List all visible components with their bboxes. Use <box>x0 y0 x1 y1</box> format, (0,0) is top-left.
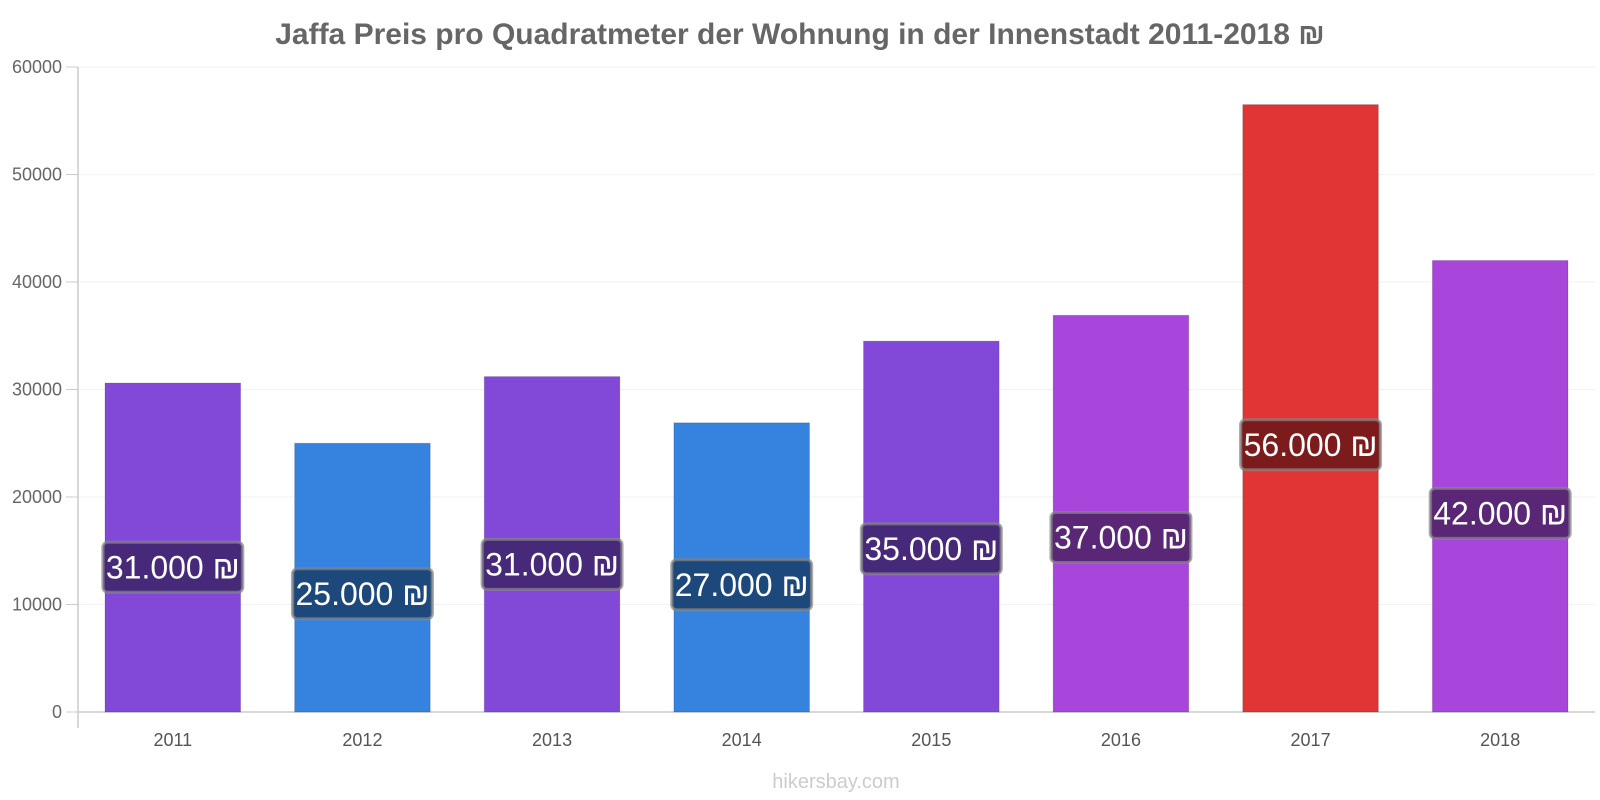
x-tick-label: 2012 <box>342 730 382 750</box>
data-label: 56.000 ₪ <box>1244 427 1378 463</box>
y-tick-label: 30000 <box>12 380 62 400</box>
y-tick-label: 10000 <box>12 595 62 615</box>
data-label-box <box>670 558 814 612</box>
y-tick-label: 20000 <box>12 487 62 507</box>
x-tick-label: 2015 <box>911 730 951 750</box>
y-axis-ticks: 0 10000 20000 30000 40000 50000 60000 <box>12 57 78 722</box>
y-tick-label: 50000 <box>12 165 62 185</box>
x-axis-ticks: 2011 2012 2013 2014 2015 2016 2017 2018 <box>153 730 1520 750</box>
x-tick-label: 2018 <box>1480 730 1520 750</box>
data-label-box <box>101 540 245 594</box>
x-tick-label: 2016 <box>1101 730 1141 750</box>
x-tick-label: 2011 <box>153 730 192 750</box>
data-label: 31.000 ₪ <box>106 549 240 585</box>
data-label: 31.000 ₪ <box>485 546 619 582</box>
y-tick-label: 40000 <box>12 272 62 292</box>
x-tick-label: 2017 <box>1291 730 1331 750</box>
data-label-box <box>290 567 434 621</box>
y-tick-label: 60000 <box>12 57 62 77</box>
data-labels: 31.000 ₪ 25.000 ₪ 31.000 ₪ 27.000 ₪ 35.000 ₪… <box>101 418 1572 621</box>
data-label-box <box>859 522 1003 576</box>
data-label-box <box>480 537 624 591</box>
bar-2018[interactable] <box>1431 260 1569 713</box>
y-tick-label: 0 <box>52 702 62 722</box>
data-label-box <box>1428 486 1572 540</box>
data-label: 42.000 ₪ <box>1433 495 1567 531</box>
x-tick-label: 2013 <box>532 730 572 750</box>
data-label-box <box>1239 418 1383 472</box>
data-label: 37.000 ₪ <box>1054 519 1188 555</box>
data-label: 25.000 ₪ <box>295 576 429 612</box>
data-label-box <box>1049 510 1193 564</box>
bar-2017[interactable] <box>1242 104 1379 713</box>
chart-title: Jaffa Preis pro Quadratmeter der Wohnung… <box>275 18 1325 51</box>
data-label: 27.000 ₪ <box>675 567 809 603</box>
data-label: 35.000 ₪ <box>864 531 998 567</box>
x-tick-label: 2014 <box>722 730 762 750</box>
bars <box>104 104 1569 713</box>
source-footer: hikersbay.com <box>772 771 899 793</box>
